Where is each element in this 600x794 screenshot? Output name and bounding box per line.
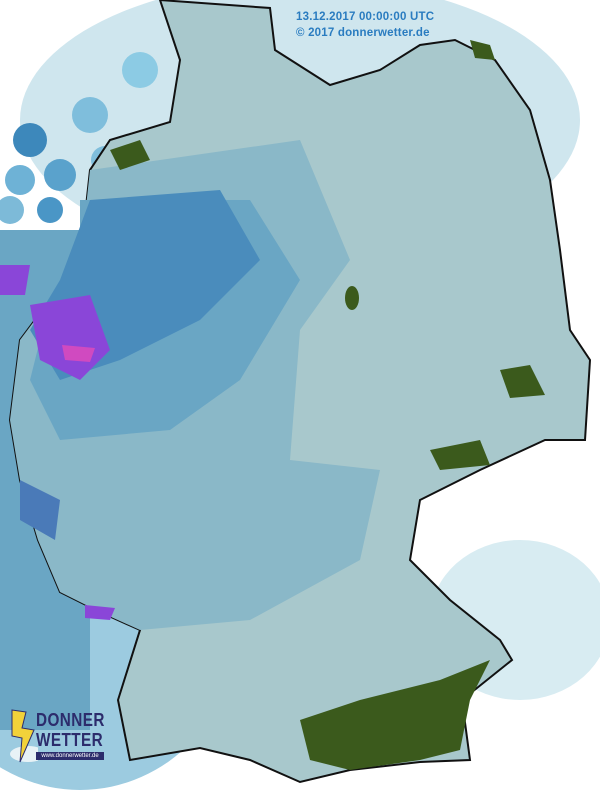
forest-patches — [300, 40, 545, 770]
lightning-bolt-icon — [10, 709, 38, 763]
logo-line2: WETTER — [36, 730, 104, 750]
copyright: © 2017 donnerwetter.de — [296, 27, 430, 39]
logo-line1: DONNER — [36, 710, 105, 730]
map-header: 13.12.2017 00:00:00 UTC © 2017 donnerwet… — [296, 9, 434, 41]
logo-url: www.donnerwetter.de — [36, 752, 104, 760]
timestamp: 13.12.2017 00:00:00 UTC — [296, 11, 435, 23]
donnerwetter-logo[interactable]: DONNER WETTER www.donnerwetter.de — [8, 708, 104, 764]
germany-land — [0, 0, 592, 784]
